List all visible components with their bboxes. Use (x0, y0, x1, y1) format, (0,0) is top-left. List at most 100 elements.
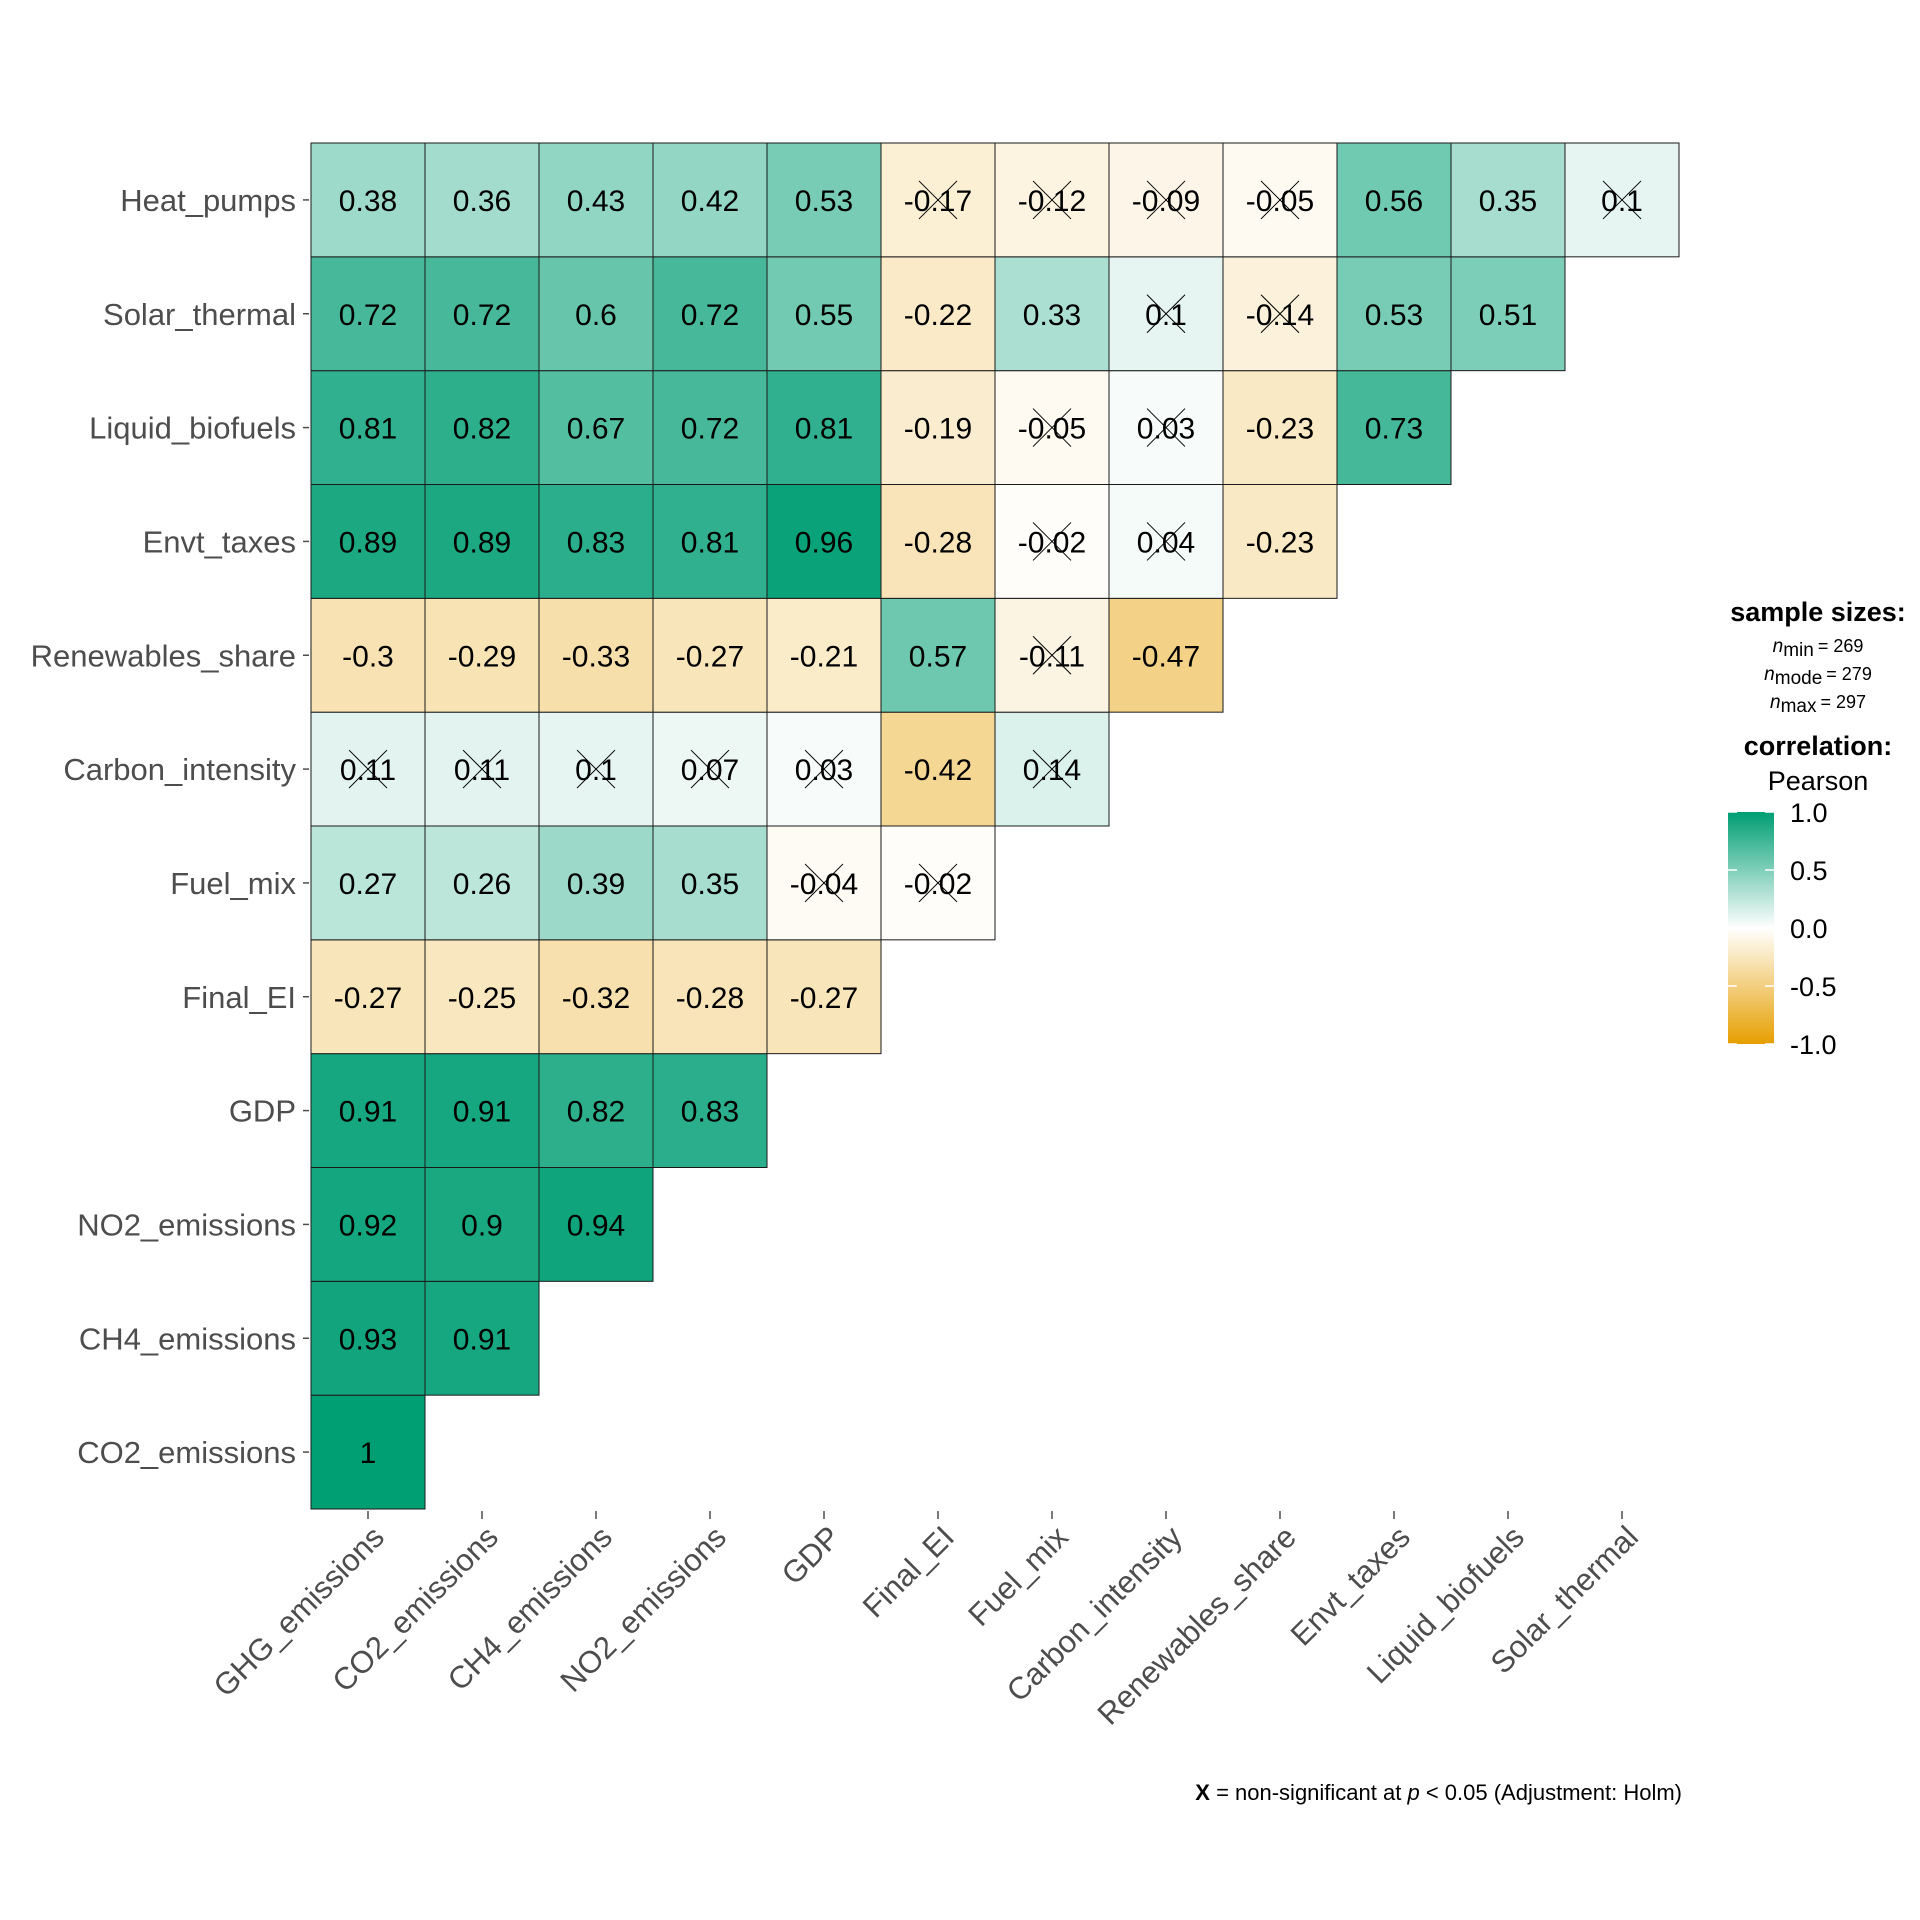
y-tick-label: Solar_thermal (103, 297, 296, 332)
colorbar-tick-label: 1.0 (1790, 798, 1828, 828)
cell-value-label: -0.3 (342, 640, 394, 673)
y-tick-label: Heat_pumps (120, 183, 296, 218)
cell-value-label: -0.28 (676, 982, 744, 1015)
cell-value-label: 0.91 (453, 1323, 511, 1356)
heatmap-cell (538, 142, 654, 258)
heatmap-cell (310, 1280, 426, 1396)
cell-value-label: 0.33 (1023, 299, 1081, 332)
heatmap-cell (766, 142, 882, 258)
nonsignificant-cross (1146, 522, 1186, 561)
cell-value-label: 0.82 (567, 1096, 625, 1129)
cell-value-label: -0.33 (562, 640, 630, 673)
nonsignificant-cross (1032, 635, 1072, 675)
y-tick-label: GDP (229, 1094, 296, 1129)
nonsignificant-cross (1146, 180, 1186, 220)
heatmap-cell (424, 1167, 540, 1282)
cell-value-label: 0.81 (339, 413, 397, 446)
heatmap-cell (766, 370, 882, 485)
y-tick-label: Renewables_share (31, 638, 296, 673)
nonsignificant-cross (804, 749, 844, 789)
n-max-label: nmax = 297 (1770, 692, 1866, 717)
heatmap-cell (994, 256, 1110, 372)
heatmap-cell (652, 484, 768, 599)
cell-value-label: 0.92 (339, 1209, 397, 1242)
cell-value-label: 0.1 (1601, 185, 1643, 218)
nonsignificant-cross (576, 749, 616, 789)
cell-value-label: -0.12 (1018, 185, 1086, 218)
heatmap-cell (424, 370, 540, 485)
nonsignificant-cross (1260, 180, 1300, 220)
heatmap-cell (1336, 142, 1452, 258)
heatmap-cell (880, 256, 996, 372)
cell-value-label: 0.93 (339, 1323, 397, 1356)
n-mode-label: nmode = 279 (1764, 664, 1872, 689)
heatmap-cell (538, 1167, 654, 1282)
x-tick-label: Renewables_share (1091, 1519, 1303, 1731)
cell-value-label: -0.27 (790, 982, 858, 1015)
colorbar-tick-label: -1.0 (1790, 1030, 1837, 1060)
cell-value-label: -0.19 (904, 413, 972, 446)
cell-value-label: 0.72 (453, 299, 511, 332)
heatmap-cell (766, 939, 882, 1055)
heatmap-cell (310, 1053, 426, 1168)
cell-value-label: 0.36 (453, 185, 511, 218)
cell-value-label: 0.57 (909, 640, 967, 673)
cell-value-label: 0.72 (339, 299, 397, 332)
heatmap-cell (310, 1394, 426, 1510)
nonsignificant-cross (690, 749, 730, 789)
cell-value-label: 0.67 (567, 413, 625, 446)
cell-value-label: -0.23 (1246, 526, 1314, 559)
heatmap-cell (310, 825, 426, 941)
cell-value-label: 0.14 (1023, 754, 1081, 787)
heatmap-cell (766, 256, 882, 372)
y-tick-label: Fuel_mix (170, 866, 296, 901)
heatmap-cell (310, 142, 426, 258)
nonsignificant-cross (1032, 749, 1072, 789)
cell-value-label: -0.42 (904, 754, 972, 787)
cell-value-label: 0.81 (795, 413, 853, 446)
cell-value-label: 0.82 (453, 413, 511, 446)
correlation-title: correlation: (1744, 731, 1893, 761)
heatmap-cell (424, 825, 540, 941)
heatmap-cell (424, 597, 540, 713)
cell-value-label: 0.89 (339, 526, 397, 559)
cell-value-label: 0.53 (1365, 299, 1423, 332)
cell-value-label: 0.73 (1365, 413, 1423, 446)
nonsignificant-cross (918, 180, 958, 220)
cell-value-label: -0.05 (1018, 413, 1086, 446)
heatmap-cell (538, 1053, 654, 1168)
y-tick-label: CO2_emissions (77, 1435, 296, 1470)
cell-value-label: -0.23 (1246, 413, 1314, 446)
cell-value-label: 0.27 (339, 868, 397, 901)
heatmap-cell (310, 1167, 426, 1282)
cell-value-label: 0.35 (681, 868, 739, 901)
cell-value-label: 0.35 (1479, 185, 1537, 218)
heatmap-cell (424, 142, 540, 258)
cell-value-label: 0.1 (575, 754, 617, 787)
cell-value-label: 0.53 (795, 185, 853, 218)
heatmap-cell (424, 256, 540, 372)
nonsignificant-cross (1032, 522, 1072, 561)
cell-value-label: -0.22 (904, 299, 972, 332)
colorbar-tick-label: 0.5 (1790, 856, 1828, 886)
cell-value-label: -0.02 (904, 868, 972, 901)
cell-value-label: -0.29 (448, 640, 516, 673)
cell-value-label: 0.81 (681, 526, 739, 559)
nonsignificant-cross (918, 863, 958, 903)
nonsignificant-cross (1146, 294, 1186, 334)
legend: sample sizes: nmin = 269 nmode = 279 nmax =… (1728, 597, 1906, 1060)
nonsignificant-cross (1146, 408, 1186, 447)
heatmap-cell (538, 939, 654, 1055)
heatmap-cells: 1 0.93 0.91 0.92 0.9 0.94 0.91 0.91 0.82 0.83 -0.2… (310, 142, 1680, 1510)
heatmap-cell (538, 256, 654, 372)
y-tick-label: Final_EI (182, 980, 296, 1015)
cell-value-label: 0.6 (575, 299, 617, 332)
heatmap-cell (1336, 256, 1452, 372)
heatmap-cell (652, 1053, 768, 1168)
sample-sizes-title: sample sizes: (1730, 597, 1906, 627)
cell-value-label: 0.11 (454, 754, 510, 787)
cell-value-label: 0.03 (1137, 413, 1195, 446)
cell-value-label: 0.51 (1479, 299, 1537, 332)
cell-value-label: 0.9 (461, 1209, 503, 1242)
heatmap-cell (880, 711, 996, 827)
